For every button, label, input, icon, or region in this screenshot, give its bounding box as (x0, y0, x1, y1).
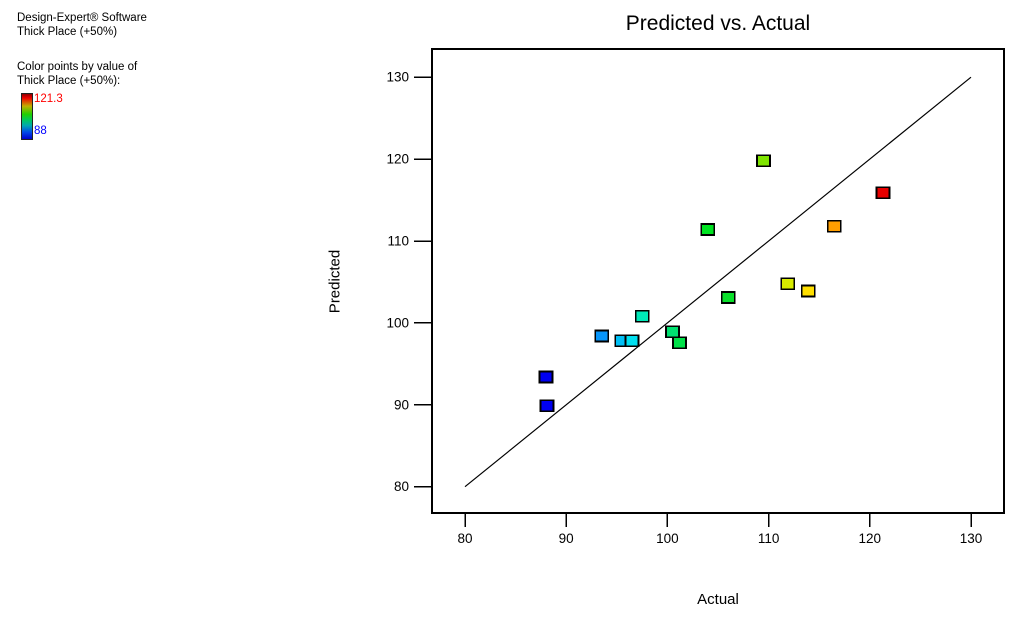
data-point[interactable] (665, 325, 680, 339)
chart-title: Predicted vs. Actual (625, 12, 811, 35)
plot-border (431, 48, 1005, 514)
y-tick-label: 130 (386, 70, 409, 85)
x-tick-label: 110 (758, 531, 780, 546)
color-by-response-label: Thick Place (+50%): (17, 75, 121, 87)
x-tick-label: 130 (960, 531, 983, 546)
data-point[interactable] (634, 310, 650, 323)
color-scale-min-value: 88 (34, 125, 47, 137)
data-point[interactable] (594, 329, 609, 343)
data-point[interactable] (672, 336, 687, 349)
y-tick-label: 110 (387, 234, 409, 249)
y-tick-label: 90 (394, 397, 409, 412)
data-point[interactable] (756, 154, 771, 168)
data-point[interactable] (780, 277, 796, 290)
x-tick-label: 100 (656, 531, 679, 546)
color-scale-max-value: 121.3 (34, 93, 63, 105)
x-tick-label: 80 (457, 531, 472, 546)
data-point[interactable] (624, 334, 640, 348)
data-point[interactable] (539, 399, 555, 412)
color-scale-gradient-bar (21, 93, 33, 140)
x-axis-title: Actual (697, 591, 739, 608)
y-tick-label: 120 (386, 152, 409, 167)
data-point[interactable] (800, 284, 816, 298)
data-point[interactable] (538, 370, 554, 384)
color-by-label: Color points by value of (17, 61, 138, 73)
y-axis-title: Predicted (326, 249, 344, 314)
data-point[interactable] (827, 219, 842, 233)
response-name: Thick Place (+50%) (17, 26, 118, 38)
x-tick-label: 120 (859, 531, 882, 546)
identity-line (464, 76, 972, 488)
data-point[interactable] (720, 291, 736, 304)
data-point[interactable] (875, 186, 891, 199)
y-tick-label: 80 (394, 479, 409, 494)
software-title: Design-Expert® Software (17, 12, 147, 24)
x-tick-label: 90 (559, 531, 574, 546)
y-tick-label: 100 (386, 315, 409, 330)
data-point[interactable] (700, 223, 716, 236)
